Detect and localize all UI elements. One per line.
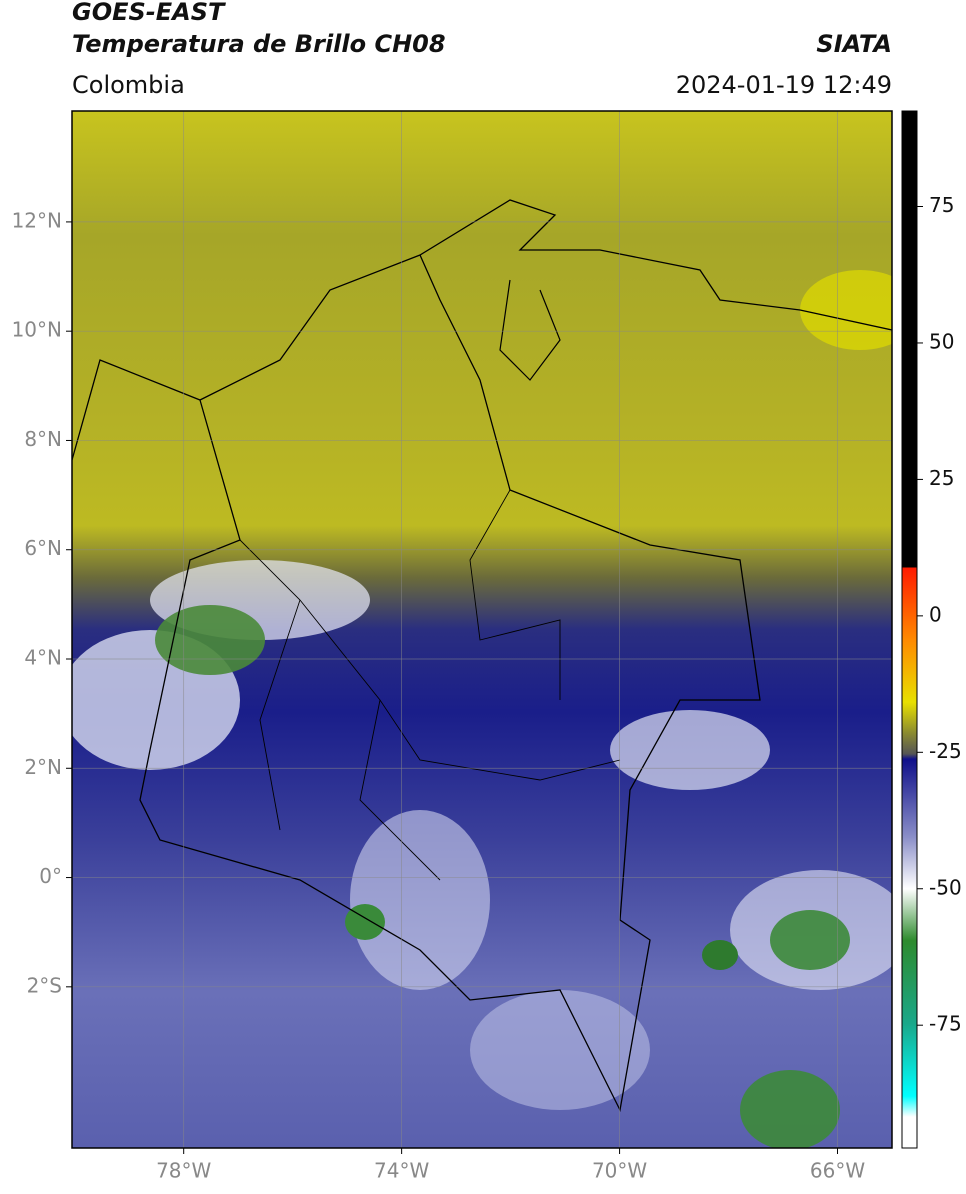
labels: 78°W 74°W 70°W 66°W 12°N 10°N 8°N 6°N 4°N 2°N 0° 2°… <box>12 193 962 1182</box>
x-tick-label: 66°W <box>810 1159 865 1183</box>
x-tick-label: 78°W <box>156 1159 211 1183</box>
colorbar-tick-label: 25 <box>929 466 954 490</box>
colorbar <box>901 110 918 1149</box>
cloud <box>350 810 490 990</box>
cold-top <box>155 605 265 675</box>
colorbar-tick-label: -25 <box>929 739 962 763</box>
y-tick-label: 0° <box>39 864 62 888</box>
lake-coast <box>499 279 561 381</box>
colorbar-tick-label: 0 <box>929 602 942 626</box>
y-tick-label: 4°N <box>24 646 62 670</box>
colorbar-tick-label: -75 <box>929 1012 962 1036</box>
border <box>139 254 761 1113</box>
source: SIATA <box>816 30 892 58</box>
x-tick-label: 74°W <box>374 1159 429 1183</box>
cloud <box>610 710 770 790</box>
y-tick-label: 6°N <box>24 536 62 560</box>
y-tick-label: 10°N <box>12 318 62 342</box>
subtitle: Temperatura de Brillo CH08 <box>72 30 446 58</box>
colorbar-tick-label: 50 <box>929 329 954 353</box>
cold-top <box>702 940 738 970</box>
y-tick-label: 2°S <box>27 973 62 997</box>
title: GOES-EAST <box>72 0 226 26</box>
cold-top <box>770 910 850 970</box>
y-tick-label: 8°N <box>24 427 62 451</box>
cold-top <box>740 1070 840 1148</box>
coastline <box>72 199 892 461</box>
colorbar-tick-label: -50 <box>929 875 962 899</box>
cold-top <box>345 904 385 940</box>
y-tick-label: 2°N <box>24 755 62 779</box>
x-tick-label: 70°W <box>592 1159 647 1183</box>
y-tick-label: 12°N <box>12 208 62 232</box>
map-imagery <box>72 111 892 1148</box>
warm-area <box>800 270 892 350</box>
colorbar-tick-label: 75 <box>929 193 954 217</box>
datetime: 2024-01-19 12:49 <box>676 71 892 99</box>
region: Colombia <box>72 71 185 99</box>
department-border <box>239 489 621 881</box>
map-frame <box>71 110 893 1149</box>
grid <box>72 111 892 1148</box>
